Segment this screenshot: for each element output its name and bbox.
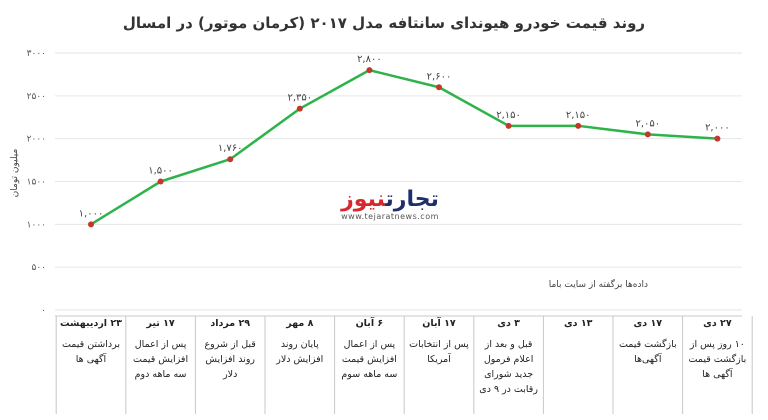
category-description: پایان روند افزایش دلار <box>276 339 324 365</box>
category-cell: ۲۹ مرداد قبل از شروع روند افزایش دلار <box>198 316 262 414</box>
category-cell: ۸ مهر پایان روند افزایش دلار <box>268 316 332 414</box>
category-cell: ۶ آبان پس از اعمال افزایش قیمت سه ماهه سو… <box>338 316 402 414</box>
logo-url: www.tejaratnews.com <box>341 212 439 221</box>
category-date: ۲۳ اردیبهشت <box>60 318 122 329</box>
data-label: ۲,۰۵۰ <box>635 118 660 129</box>
data-point <box>505 122 512 129</box>
category-cell: ۱۷ آبان پس از انتخابات آمریکا <box>407 316 471 414</box>
data-label: ۲,۸۰۰ <box>357 54 382 65</box>
category-description: پس از انتخابات آمریکا <box>409 339 469 365</box>
data-point <box>88 221 94 228</box>
logo-text-part2: نیوز <box>341 187 386 212</box>
chart-title: روند قیمت خودرو هیوندای سانتافه مدل ۲۰۱۷… <box>122 14 646 32</box>
category-cell: ۱۷ دی بازگشت قیمت آگهی‌ها <box>616 316 680 414</box>
data-label: ۲,۳۵۰ <box>287 93 312 104</box>
category-description: ۱۰ روز پس از بازگشت قیمت آگهی ها <box>688 339 747 380</box>
category-description: برداشتن قیمت آگهی ها <box>61 339 121 365</box>
logo-text-part1: تجارت <box>385 187 439 212</box>
series-line <box>90 68 718 226</box>
y-tick-label: ۱۰۰۰ <box>27 220 46 230</box>
data-label: ۱,۷۶۰ <box>218 143 243 154</box>
data-point <box>644 131 651 138</box>
category-description: بازگشت قیمت آگهی‌ها <box>618 339 677 365</box>
category-date: ۱۷ دی <box>633 318 663 329</box>
category-date: ۱۷ تیر <box>146 318 175 329</box>
y-tick-label: ۱۵۰۰ <box>27 178 46 188</box>
source-note: داده‌ها برگفته از سایت باما <box>548 280 648 290</box>
category-date: ۳ دی <box>497 318 520 329</box>
tejaratnews-logo: تجارتنیوز www.tejaratnews.com <box>330 187 450 222</box>
category-date: ۶ آبان <box>355 318 384 329</box>
y-tick-label: ۵۰۰ <box>31 263 46 273</box>
data-label: ۱,۰۰۰ <box>79 208 104 219</box>
data-point <box>714 135 721 142</box>
y-tick-label: ۰ <box>41 306 46 316</box>
category-date: ۱۷ آبان <box>422 318 456 329</box>
data-point <box>157 178 164 185</box>
category-cell: ۲۳ اردیبهشت برداشتن قیمت آگهی ها <box>59 316 123 414</box>
category-description: قبل و بعد از اعلام فرمول جدید شورای رقاب… <box>479 339 538 395</box>
category-cell: ۲۷ دی ۱۰ روز پس از بازگشت قیمت آگهی ها <box>686 316 750 414</box>
category-description: قبل از شروع روند افزایش دلار <box>204 339 256 380</box>
category-cell: ۱۳ دی <box>546 316 610 414</box>
y-tick-label: ۳۰۰۰ <box>27 49 46 59</box>
category-date: ۱۳ دی <box>563 318 593 329</box>
category-description: پس از اعمال افزایش قیمت سه ماهه دوم <box>133 339 189 380</box>
data-label: ۱,۵۰۰ <box>148 166 173 177</box>
data-point <box>296 105 303 112</box>
y-tick-label: ۲۵۰۰ <box>27 92 46 102</box>
category-cell: ۳ دی قبل و بعد از اعلام فرمول جدید شورای … <box>477 316 541 414</box>
y-tick-label: ۲۰۰۰ <box>27 135 46 145</box>
data-label: ۲,۱۵۰ <box>496 110 521 121</box>
category-date: ۲۷ دی <box>703 318 732 329</box>
data-point <box>366 67 373 74</box>
category-date: ۲۹ مرداد <box>210 318 251 329</box>
category-description: پس از اعمال افزایش قیمت سه ماهه سوم <box>341 339 398 380</box>
data-label: ۲,۰۰۰ <box>705 123 730 134</box>
data-point <box>436 84 442 91</box>
category-cell: ۱۷ تیر پس از اعمال افزایش قیمت سه ماهه دو… <box>129 316 193 414</box>
data-point <box>227 156 234 163</box>
category-date: ۸ مهر <box>286 318 314 329</box>
data-point <box>575 122 582 129</box>
data-label: ۲,۶۰۰ <box>427 71 452 82</box>
data-label: ۲,۱۵۰ <box>566 110 591 121</box>
